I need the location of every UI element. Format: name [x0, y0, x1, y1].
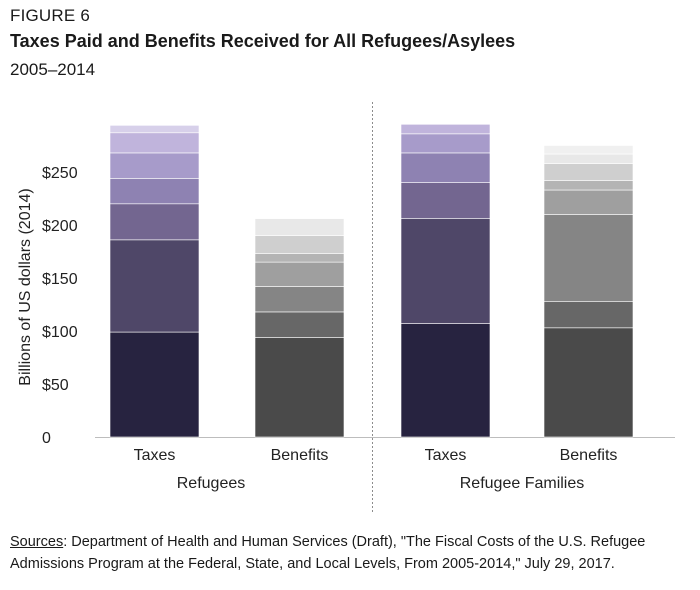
y-tick-label: $50	[42, 377, 69, 394]
bar-segment	[400, 124, 491, 135]
bar-segment	[109, 178, 200, 205]
bar-segment	[400, 133, 491, 154]
sources-text: : Department of Health and Human Service…	[10, 534, 646, 572]
y-tick-label: $200	[42, 218, 78, 235]
chart-subtitle: 2005–2014	[10, 60, 96, 79]
x-tick-label: Benefits	[560, 447, 618, 464]
bar-segment	[109, 331, 200, 438]
bar-segment	[254, 218, 345, 236]
y-tick-label: 0	[42, 430, 51, 447]
bar-segment	[400, 152, 491, 183]
bar-segment	[400, 182, 491, 219]
bar-segment	[543, 214, 634, 302]
bar-segment	[254, 253, 345, 263]
group-label: Refugee Families	[460, 475, 585, 492]
sources-note: Sources: Department of Health and Human …	[10, 531, 695, 575]
chart-title: Taxes Paid and Benefits Received for All…	[10, 31, 516, 51]
bar-segment	[109, 132, 200, 154]
stacked-bar-chart: 0 $50 $100 $150 $200 $250 Billions of US dolla…	[17, 102, 675, 512]
bar-segment	[400, 323, 491, 438]
bar-segment	[543, 327, 634, 438]
bar-segment	[254, 286, 345, 313]
bar-segment	[254, 337, 345, 438]
bar-segment	[254, 235, 345, 254]
bar-segment	[109, 203, 200, 241]
bar-segment	[543, 301, 634, 329]
bar-segment	[543, 145, 634, 155]
y-tick-label: $100	[42, 324, 78, 341]
x-tick-label: Benefits	[271, 447, 329, 464]
bar-segment	[254, 261, 345, 287]
group-label: Refugees	[177, 475, 246, 492]
bar-segment	[543, 180, 634, 191]
y-tick-label: $150	[42, 271, 78, 288]
bar-segment	[400, 218, 491, 324]
bar-segment	[109, 152, 200, 179]
x-tick-label: Taxes	[134, 447, 176, 464]
y-axis-label: Billions of US dollars (2014)	[17, 188, 34, 385]
bar-segment	[543, 153, 634, 164]
y-tick-label: $250	[42, 165, 78, 182]
x-tick-label: Taxes	[425, 447, 467, 464]
bar-segment	[543, 189, 634, 215]
sources-label: Sources	[10, 534, 64, 550]
figure-label: FIGURE 6	[10, 6, 91, 25]
bar-segment	[543, 163, 634, 181]
bar-segment	[109, 239, 200, 333]
bar-segment	[254, 311, 345, 338]
bar-segment	[109, 125, 200, 134]
